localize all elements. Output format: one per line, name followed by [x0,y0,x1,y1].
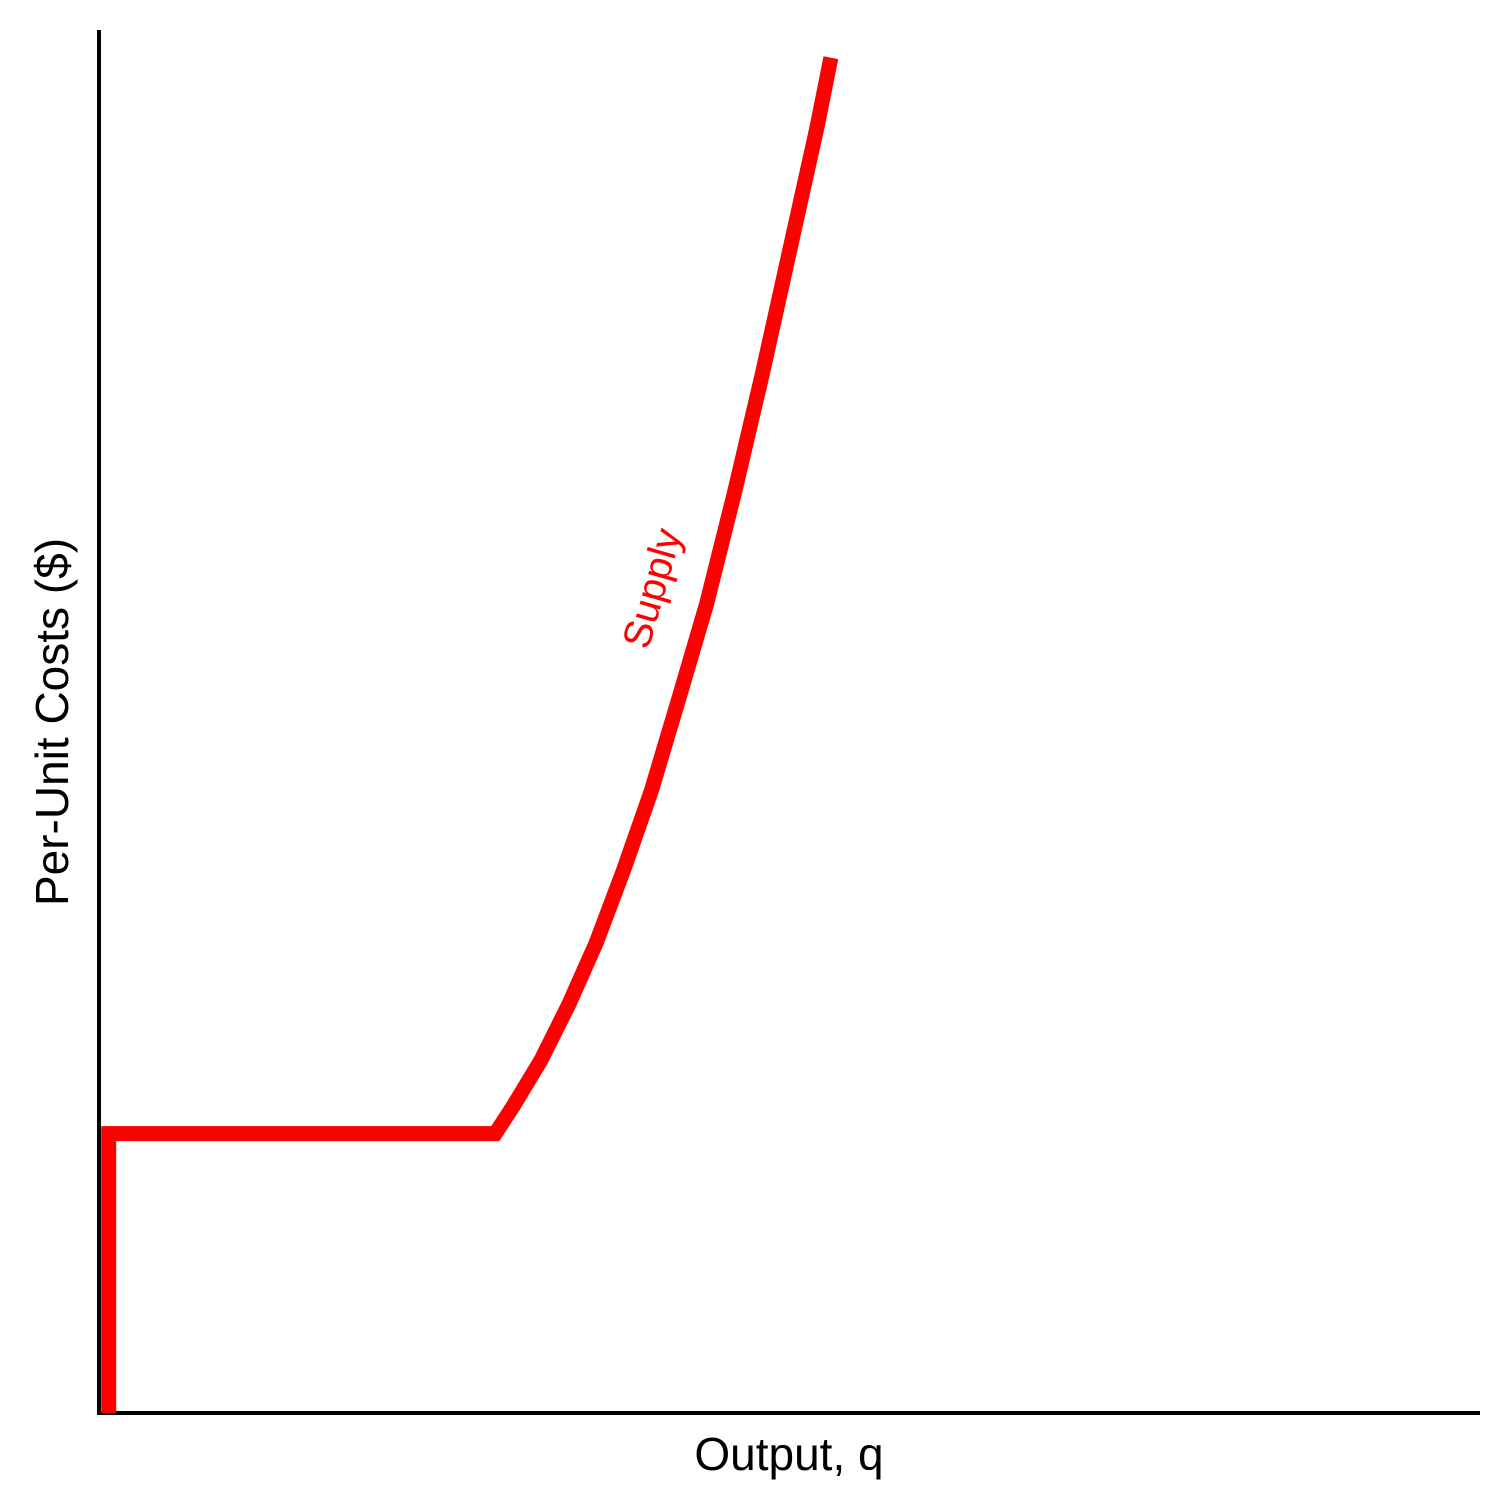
supply-curve [101,56,839,1413]
supply-point-1 [101,1126,116,1141]
supply-point-0 [101,1406,116,1421]
plot-area: Supply [97,30,1480,1420]
supply-point-6 [589,935,604,950]
supply-point-15 [823,50,838,65]
supply-point-2 [488,1126,503,1141]
supply-point-14 [810,119,825,134]
supply-point-9 [672,691,687,706]
supply-points [101,50,838,1420]
supply-point-8 [644,783,659,798]
y-axis-title: Per-Unit Costs ($) [26,538,78,906]
supply-label: Supply [614,524,690,654]
supply-point-7 [616,862,631,877]
supply-point-13 [782,244,797,259]
x-axis-title: Output, q [694,1428,883,1480]
supply-point-5 [561,998,576,1013]
supply-point-10 [699,596,714,611]
supply-point-3 [506,1099,521,1114]
supply-point-4 [533,1053,548,1068]
supply-point-11 [727,486,742,501]
supply-point-12 [754,368,769,383]
